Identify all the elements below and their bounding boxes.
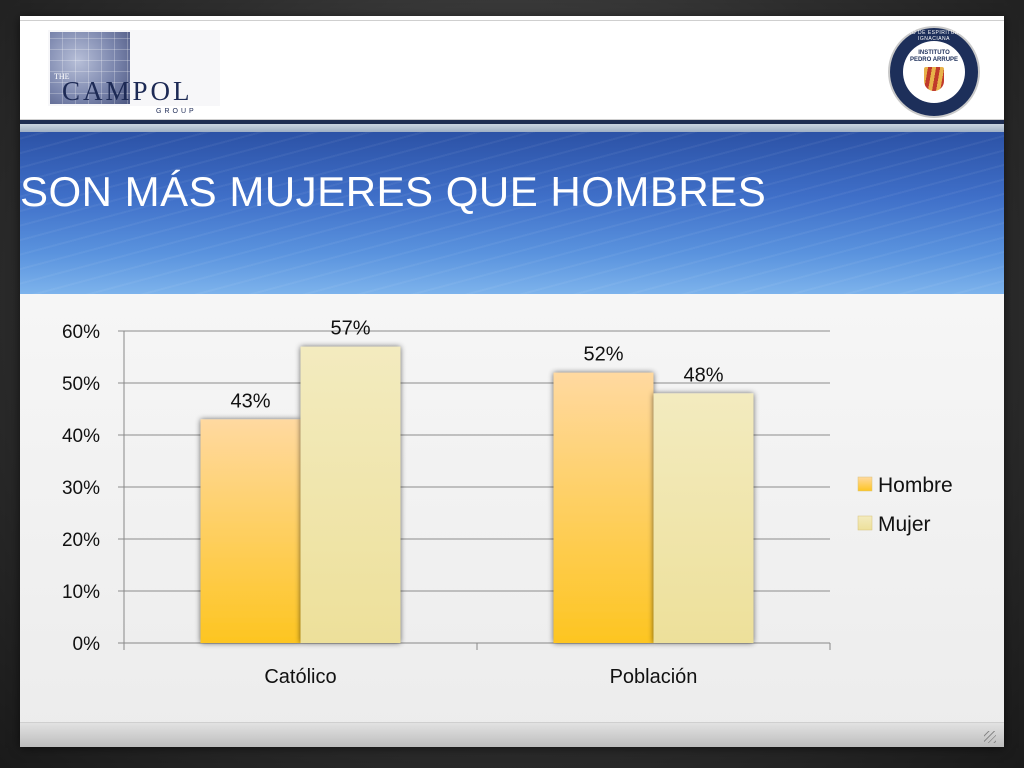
y-tick-label: 0% <box>73 634 101 655</box>
legend-swatch-hombre <box>858 477 872 491</box>
y-tick-label: 10% <box>62 582 100 603</box>
legend-label: Hombre <box>878 474 953 497</box>
y-tick-label: 30% <box>62 478 100 499</box>
y-tick-label: 20% <box>62 530 100 551</box>
bar-mujer-0 <box>301 347 401 643</box>
bar-mujer-1 <box>654 393 754 643</box>
bars <box>201 347 754 643</box>
data-label: 48% <box>683 364 723 386</box>
y-tick-label: 50% <box>62 374 100 395</box>
legend-label: Mujer <box>878 513 931 536</box>
bar-hombre-0 <box>201 419 301 643</box>
legend: Hombre Mujer <box>858 474 953 536</box>
y-tick-label: 60% <box>62 322 100 343</box>
legend-swatch-mujer <box>858 516 872 530</box>
data-label: 57% <box>330 318 370 340</box>
x-category-label: Población <box>610 666 698 688</box>
y-tick-label: 40% <box>62 426 100 447</box>
data-label: 43% <box>230 390 270 412</box>
x-category-label: Católico <box>264 666 336 688</box>
data-label: 52% <box>583 344 623 366</box>
bar-hombre-1 <box>554 373 654 643</box>
